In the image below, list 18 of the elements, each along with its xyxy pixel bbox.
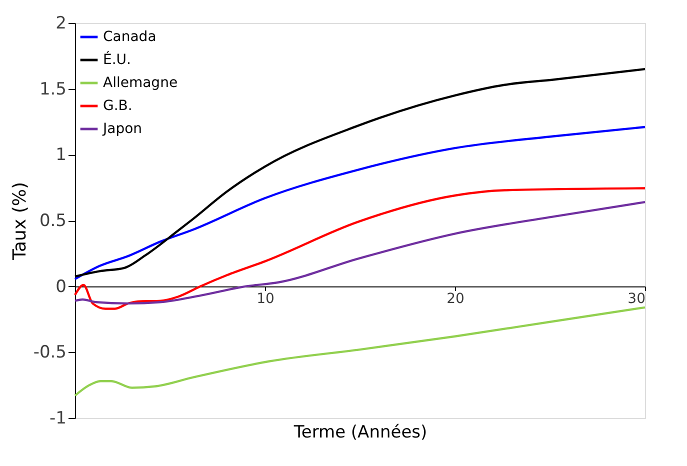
x-tick-label: 20 bbox=[446, 290, 464, 307]
legend-label: É.U. bbox=[103, 51, 131, 68]
line-series bbox=[74, 306, 646, 397]
y-tick-label: -0.5 bbox=[33, 342, 66, 363]
y-tick-label: -1 bbox=[50, 408, 66, 428]
y-tick-label: 0 bbox=[56, 276, 66, 297]
y-axis-title: Taux (%) bbox=[9, 182, 30, 261]
x-tick-label: 30 bbox=[628, 290, 646, 307]
x-axis-title: Terme (Années) bbox=[292, 422, 428, 442]
legend-label: Japon bbox=[102, 121, 142, 137]
y-tick-label: 1 bbox=[56, 145, 66, 166]
x-tick-label: 10 bbox=[256, 290, 274, 307]
y-tick-label: 0.5 bbox=[39, 211, 66, 231]
y-tick-label: 1.5 bbox=[39, 79, 66, 100]
legend-label: G.B. bbox=[103, 98, 132, 114]
legend-label: Canada bbox=[103, 29, 156, 45]
legend-label: Allemagne bbox=[103, 75, 178, 91]
y-tick-label: 2 bbox=[56, 14, 66, 34]
